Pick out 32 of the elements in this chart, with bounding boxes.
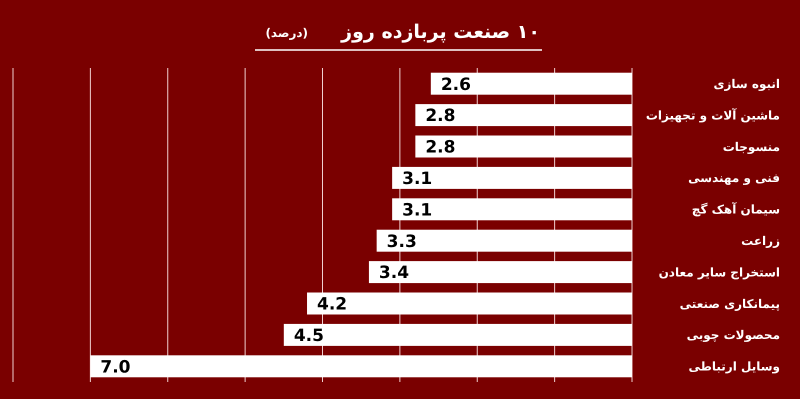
data-label: 3.4	[378, 263, 410, 284]
y-tick-label: وسایل ارتباطی	[688, 360, 780, 374]
bar	[392, 198, 632, 220]
data-label: 2.6	[440, 74, 471, 95]
y-tick-label: محصولات چوبی	[686, 328, 780, 342]
bar	[376, 230, 632, 252]
bar	[415, 136, 632, 158]
bar	[392, 166, 632, 189]
y-tick-label: زراعت	[741, 234, 780, 248]
data-label: 4.5	[294, 326, 324, 346]
data-label: 3.1	[402, 200, 432, 220]
bar	[284, 324, 632, 346]
chart-subtitle: (درصد)	[265, 26, 308, 40]
bar	[430, 72, 632, 95]
data-label: 2.8	[425, 138, 456, 158]
y-tick-label: استخراج سایر معادن	[658, 265, 780, 280]
y-tick-label: منسوجات	[722, 140, 780, 154]
y-tick-label: انبوه سازی	[713, 77, 780, 92]
data-label: 2.8	[425, 106, 456, 126]
bar	[90, 355, 632, 378]
data-label: 4.2	[317, 294, 348, 315]
y-tick-label: پیمانکاری صنعتی	[680, 296, 780, 311]
data-label: 3.1	[402, 169, 432, 190]
y-tick-label: فنی و مهندسی	[688, 171, 780, 186]
bar	[307, 292, 632, 314]
data-label: 7.0	[100, 357, 131, 378]
data-label: 3.3	[386, 232, 417, 252]
y-tick-label: سیمان آهک گچ	[692, 202, 780, 217]
y-tick-label: ماشین آلات و تجهیزات	[646, 107, 780, 122]
bar	[368, 261, 632, 284]
chart-title: ۱۰ صنعت پربازده روز	[340, 21, 540, 43]
bar	[415, 104, 632, 126]
